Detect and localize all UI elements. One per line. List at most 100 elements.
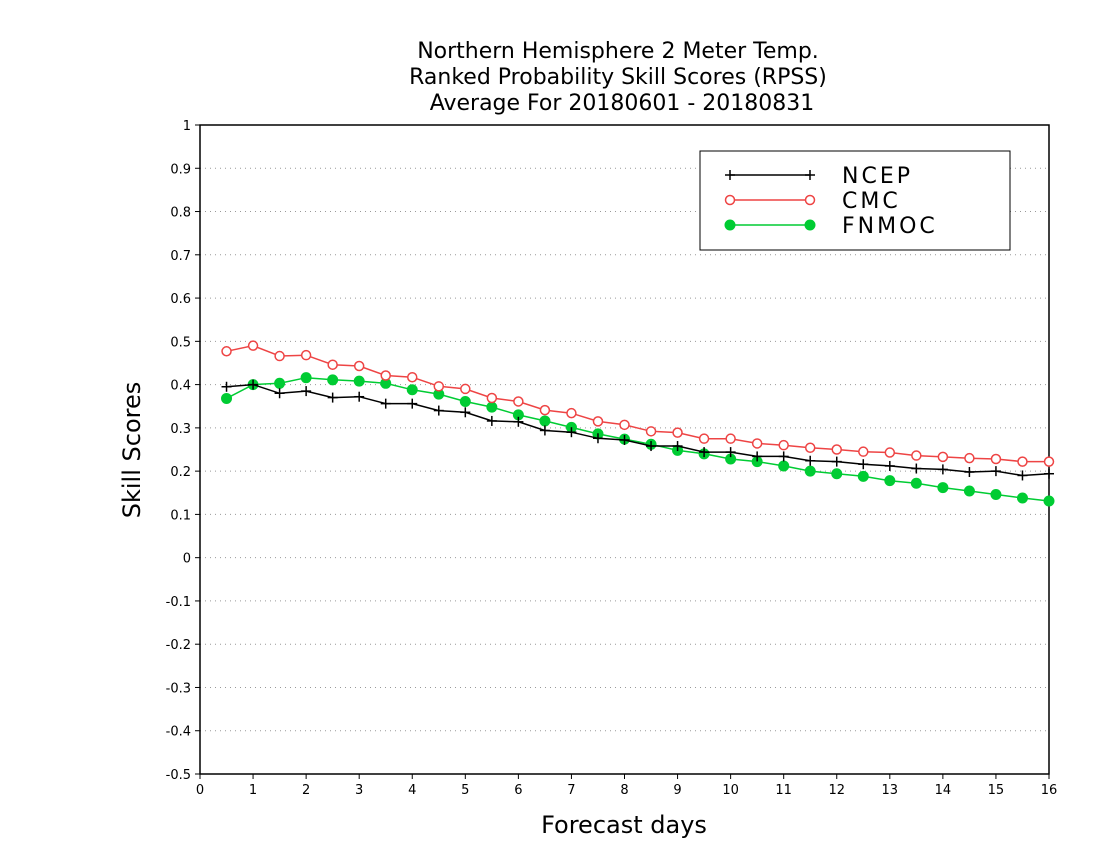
data-point-ncep <box>884 460 895 471</box>
data-point-cmc <box>566 407 577 419</box>
data-point-ncep <box>964 466 975 477</box>
data-point-cmc <box>1043 456 1055 467</box>
x-tick-label: 11 <box>775 783 792 798</box>
x-tick-label: 10 <box>722 783 739 798</box>
series-fnmoc <box>221 372 1055 507</box>
legend-marker-cmc <box>724 194 736 206</box>
data-point-ncep <box>513 416 524 427</box>
data-point-fnmoc <box>937 482 949 494</box>
data-point-fnmoc <box>353 375 365 387</box>
data-point-ncep <box>354 391 365 402</box>
data-point-cmc <box>247 340 259 351</box>
data-point-ncep <box>433 405 444 416</box>
data-point-ncep <box>1017 470 1028 481</box>
x-tick-label: 14 <box>935 783 952 798</box>
data-point-cmc <box>380 370 391 381</box>
series-lines <box>221 340 1055 507</box>
data-point-cmc <box>460 383 471 395</box>
y-tick-label: 0.5 <box>170 335 191 350</box>
legend-marker-ncep <box>805 170 815 180</box>
data-point-fnmoc <box>221 392 233 404</box>
data-point-cmc <box>751 438 763 449</box>
data-point-fnmoc <box>327 374 339 386</box>
data-point-ncep <box>831 456 842 467</box>
data-point-fnmoc <box>778 460 790 472</box>
data-point-fnmoc <box>539 415 551 427</box>
data-point-cmc <box>937 451 949 463</box>
data-point-cmc <box>645 426 657 437</box>
chart-title-line-3: Average For 20180601 - 20180831 <box>430 91 815 116</box>
y-tick-label: 0.7 <box>170 249 191 264</box>
y-tick-label: 0 <box>183 552 191 567</box>
data-point-cmc <box>884 447 896 458</box>
data-point-fnmoc <box>990 488 1002 500</box>
data-point-ncep <box>539 425 550 436</box>
series-line-ncep <box>226 383 1050 477</box>
series-ncep <box>221 379 1054 481</box>
series-line-cmc <box>226 344 1049 463</box>
data-point-ncep <box>911 463 922 474</box>
x-tick-label: 15 <box>988 783 1005 798</box>
data-point-ncep <box>752 451 763 462</box>
data-point-ncep <box>672 441 683 452</box>
data-point-cmc <box>274 350 285 362</box>
data-point-ncep <box>1044 468 1054 479</box>
legend-marker-ncep <box>725 170 735 180</box>
y-tick-label: 1 <box>183 119 191 134</box>
y-tick-label: -0.4 <box>166 725 191 740</box>
data-point-ncep <box>486 415 497 426</box>
y-tick-label: 0.4 <box>170 379 191 394</box>
data-point-cmc <box>592 416 604 427</box>
y-tick-label: -0.3 <box>166 681 191 696</box>
legend-marker-fnmoc <box>724 219 736 231</box>
y-tick-label: 0.9 <box>170 162 191 177</box>
data-point-fnmoc <box>274 377 286 389</box>
data-point-ncep <box>407 398 418 409</box>
data-point-ncep <box>274 388 285 399</box>
data-point-ncep <box>646 441 657 452</box>
x-axis: 0 1 2 3 4 5 6 7 8 9 10 11 12 13 14 15 16 <box>196 774 1057 798</box>
chart-title: Northern Hemisphere 2 Meter Temp. Ranked… <box>409 39 827 116</box>
x-tick-label: 4 <box>408 783 416 798</box>
data-point-cmc <box>778 439 789 451</box>
chart-title-line-1: Northern Hemisphere 2 Meter Temp. <box>417 39 819 64</box>
data-point-ncep <box>990 466 1001 477</box>
legend-label-cmc: CMC <box>842 189 901 214</box>
data-point-cmc <box>300 349 312 361</box>
data-point-fnmoc <box>831 468 843 480</box>
data-point-fnmoc <box>1043 495 1055 507</box>
data-point-cmc <box>327 359 338 370</box>
data-point-cmc <box>619 419 630 431</box>
data-point-ncep <box>566 427 577 438</box>
data-point-fnmoc <box>1016 492 1028 504</box>
x-tick-label: 2 <box>302 783 310 798</box>
data-point-fnmoc <box>459 395 471 407</box>
data-point-ncep <box>460 407 471 418</box>
series-line-fnmoc <box>226 376 1050 502</box>
data-point-fnmoc <box>857 470 869 482</box>
gridlines <box>200 167 1049 732</box>
x-tick-label: 9 <box>673 783 681 798</box>
data-point-ncep <box>301 386 312 397</box>
x-tick-label: 5 <box>461 783 469 798</box>
data-point-cmc <box>221 346 232 357</box>
data-point-ncep <box>380 398 391 409</box>
x-tick-label: 12 <box>828 783 845 798</box>
series-cmc <box>221 340 1055 467</box>
data-point-cmc <box>407 371 418 383</box>
data-point-ncep <box>592 433 603 444</box>
data-point-ncep <box>805 455 816 466</box>
legend-label-fnmoc: FNMOC <box>842 214 938 239</box>
data-point-ncep <box>699 447 710 458</box>
y-axis-label: Skill Scores <box>118 382 146 519</box>
data-point-ncep <box>327 392 338 403</box>
data-point-cmc <box>804 442 816 454</box>
x-tick-label: 0 <box>196 783 204 798</box>
data-point-cmc <box>725 433 736 444</box>
data-point-cmc <box>911 450 922 461</box>
data-point-ncep <box>619 434 630 445</box>
data-point-cmc <box>990 453 1002 465</box>
legend-label-ncep: NCEP <box>842 164 913 189</box>
